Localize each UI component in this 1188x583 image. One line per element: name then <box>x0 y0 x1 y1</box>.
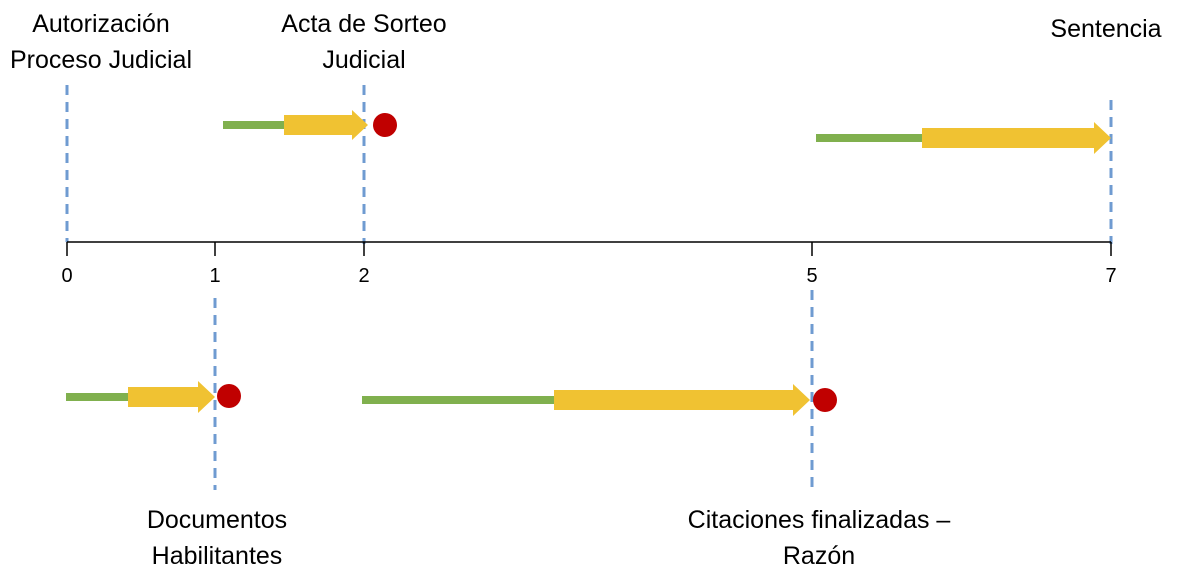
arrow-to-sentencia <box>816 122 1111 154</box>
label-autorizacion: Autorización Proceso Judicial <box>0 6 202 78</box>
label-autorizacion-line1: Autorización <box>32 10 170 38</box>
arrow-to-documentos <box>66 381 215 413</box>
arrow-to-acta <box>223 110 368 140</box>
tick-label-5: 5 <box>806 265 818 287</box>
marker-citaciones <box>813 388 837 412</box>
label-citaciones: Citaciones finalizadas – Razón <box>664 502 974 574</box>
label-sentencia-line1: Sentencia <box>1050 15 1162 43</box>
arrow-to-citaciones <box>362 384 810 416</box>
tick-label-0: 0 <box>61 265 73 287</box>
label-acta-line2: Judicial <box>322 46 406 74</box>
label-sentencia: Sentencia <box>1036 11 1176 47</box>
label-documentos-line1: Documentos <box>146 506 288 534</box>
marker-acta <box>373 113 397 137</box>
label-citaciones-line1: Citaciones finalizadas – <box>687 506 951 534</box>
tick-label-1: 1 <box>209 265 221 287</box>
label-acta-line1: Acta de Sorteo <box>281 10 447 38</box>
label-citaciones-line2: Razón <box>782 542 856 570</box>
label-acta: Acta de Sorteo Judicial <box>264 6 464 78</box>
label-autorizacion-line2: Proceso Judicial <box>9 46 193 74</box>
label-documentos: Documentos Habilitantes <box>122 502 312 574</box>
tick-label-7: 7 <box>1105 265 1117 287</box>
marker-documentos <box>217 384 241 408</box>
label-documentos-line2: Habilitantes <box>151 542 283 570</box>
tick-label-2: 2 <box>358 265 370 287</box>
